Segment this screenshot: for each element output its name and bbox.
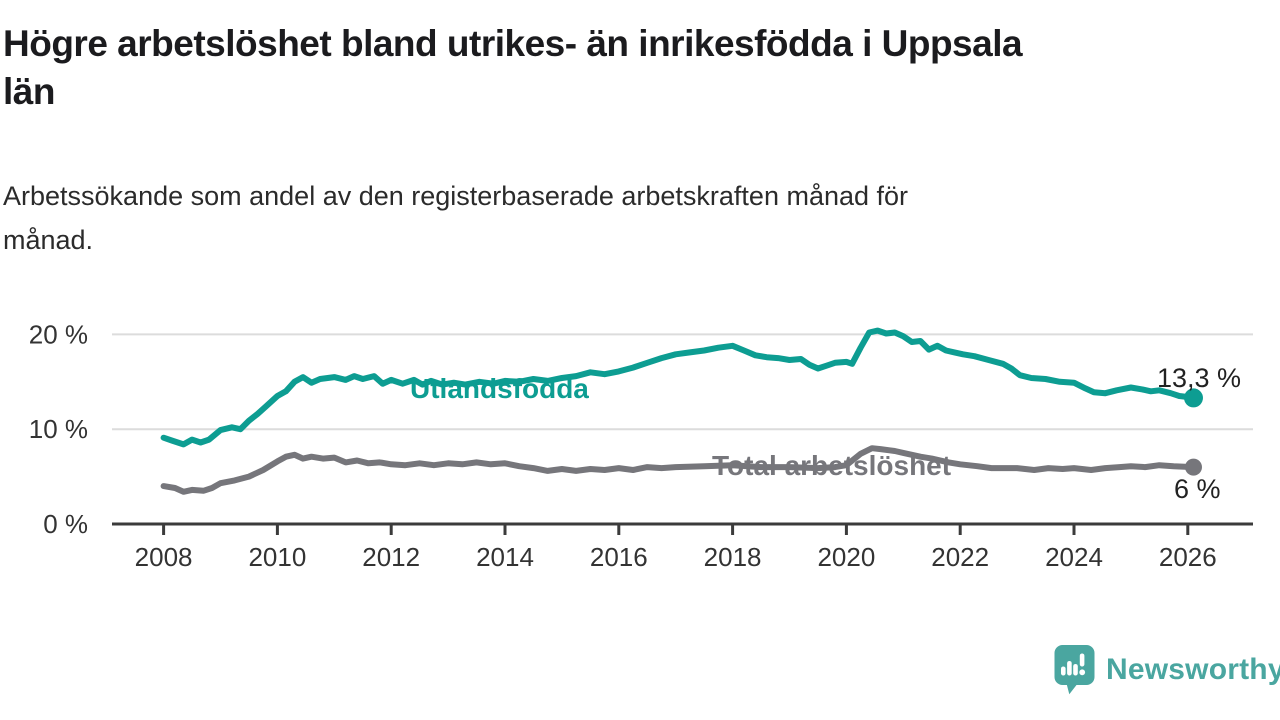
y-tick-label: 20 % [29,319,88,349]
x-tick-label: 2010 [248,542,306,572]
newsworthy-logo: Newsworthy [1054,645,1280,695]
x-tick-label: 2012 [362,542,420,572]
series-label-total-arbetsloshet: Total arbetslöshet [712,450,952,481]
x-tick-label: 2018 [704,542,762,572]
x-tick-label: 2008 [135,542,193,572]
x-tick-label: 2016 [590,542,648,572]
y-tick-label: 10 % [29,414,88,444]
page-subtitle-line2: månad. [3,225,94,255]
newsworthy-speech-bubble-chart-icon [1054,645,1095,695]
x-tick-label: 2020 [817,542,875,572]
series-end-dot-0 [1183,388,1203,408]
end-value-label-total: 6 % [1174,474,1221,504]
y-tick-label: 0 % [43,509,88,539]
x-tick-label: 2026 [1159,542,1217,572]
end-value-label-utlandsfodda: 13,3 % [1157,363,1242,393]
series-label-utlandsfodda: Utlandsfödda [410,373,589,404]
page-title-line2: län [3,71,55,112]
series-line-1 [160,445,1197,495]
page-title: Högre arbetslöshet bland utrikes- än inr… [3,20,1258,116]
x-tick-label: 2014 [476,542,534,572]
x-tick-label: 2022 [931,542,989,572]
x-tick-label: 2024 [1045,542,1103,572]
newsworthy-wordmark: Newsworthy [1106,653,1280,686]
page-subtitle: Arbetssökande som andel av den registerb… [3,174,1193,262]
series-end-dot-1 [1184,458,1202,476]
series-line-0 [160,327,1197,448]
page-subtitle-line1: Arbetssökande som andel av den registerb… [3,181,909,211]
page-title-line1: Högre arbetslöshet bland utrikes- än inr… [3,23,1023,64]
